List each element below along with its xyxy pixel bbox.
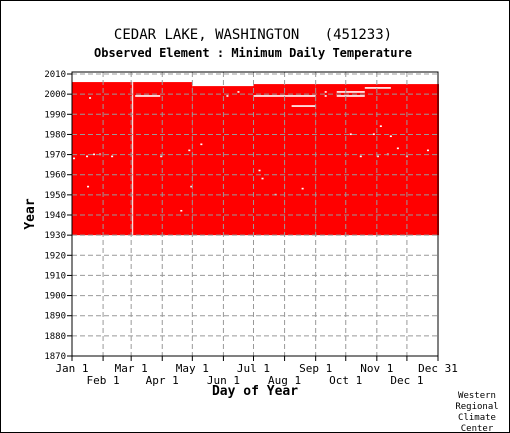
missing-segment <box>226 95 229 97</box>
missing-segment <box>376 155 379 158</box>
record-block <box>315 84 440 236</box>
y-tick-label: 2010 <box>44 70 66 80</box>
missing-segment <box>87 185 90 188</box>
x-tick-label: Mar 1 <box>115 362 148 375</box>
missing-segment <box>336 91 365 93</box>
y-tick-label: 1990 <box>44 110 66 120</box>
missing-segment <box>291 105 316 107</box>
missing-segment <box>396 147 399 150</box>
y-tick-label: 1970 <box>44 151 66 161</box>
y-tick-label: 1910 <box>44 271 66 281</box>
chart-subtitle: Observed Element : Minimum Daily Tempera… <box>94 46 412 60</box>
y-tick-label: 1920 <box>44 251 66 261</box>
missing-segment <box>188 149 191 152</box>
record-block <box>131 82 133 85</box>
missing-segment <box>89 97 92 99</box>
missing-segment <box>253 95 316 97</box>
x-tick-label: Nov 1 <box>360 362 393 375</box>
missing-segment <box>135 95 161 97</box>
y-axis: 2010 2000 1990 1980 1970 1960 1950 1940 1930 1920… <box>44 70 72 362</box>
missing-segment <box>389 135 392 138</box>
missing-segment <box>132 82 134 236</box>
x-tick-label: Sep 1 <box>299 362 332 375</box>
missing-segment <box>379 125 382 127</box>
record-block <box>284 84 316 236</box>
missing-segment <box>426 149 429 152</box>
record-block <box>253 84 285 236</box>
y-tick-label: 1870 <box>44 352 66 362</box>
x-tick-label: Aug 1 <box>268 374 301 387</box>
missing-segment <box>237 91 240 93</box>
x-tick-label: Feb 1 <box>87 374 120 387</box>
missing-segment <box>349 133 352 136</box>
record-block <box>131 82 193 236</box>
credit-line: Center <box>461 424 494 432</box>
missing-segment <box>301 187 304 190</box>
y-tick-label: 1890 <box>44 312 66 322</box>
missing-segment <box>160 155 163 158</box>
x-tick-label: Dec 1 <box>390 374 423 387</box>
missing-segment <box>86 155 89 158</box>
y-tick-label: 1980 <box>44 130 66 140</box>
x-tick-label: May 1 <box>176 362 209 375</box>
missing-segment <box>372 133 375 136</box>
y-tick-label: 1880 <box>44 332 66 342</box>
record-block <box>192 86 254 236</box>
data-layer <box>72 82 440 236</box>
record-block <box>72 82 132 236</box>
y-tick-label: 1900 <box>44 292 66 302</box>
y-axis-label: Year <box>23 198 38 229</box>
missing-segment <box>336 95 365 97</box>
chart-title: CEDAR LAKE, WASHINGTON (451233) <box>114 27 392 43</box>
y-tick-label: 1940 <box>44 211 66 221</box>
x-tick-label: Jun 1 <box>207 374 240 387</box>
grid-layer <box>72 72 438 356</box>
missing-segment <box>111 155 114 158</box>
y-tick-label: 1950 <box>44 191 66 201</box>
missing-segment <box>258 169 261 172</box>
x-tick-label: Jul 1 <box>237 362 270 375</box>
missing-segment <box>73 157 76 160</box>
missing-segment <box>324 95 327 97</box>
missing-segment <box>200 143 203 146</box>
x-tick-label: Oct 1 <box>329 374 362 387</box>
missing-segment <box>190 185 193 188</box>
missing-segment <box>261 177 264 180</box>
credit-line: Climate <box>458 413 496 423</box>
missing-segment <box>364 87 391 89</box>
missing-segment <box>180 209 183 212</box>
y-tick-label: 1930 <box>44 231 66 241</box>
missing-segment <box>359 155 362 158</box>
credit-line: Regional <box>455 402 498 412</box>
y-tick-label: 2000 <box>44 90 66 100</box>
x-tick-label: Apr 1 <box>146 374 179 387</box>
x-axis: Jan 1 Mar 1 May 1 Jul 1 Sep 1 Nov 1 Dec 31 Feb … <box>55 356 458 387</box>
missing-segment <box>324 91 327 93</box>
credit-text: Western Regional Climate Center <box>455 391 498 432</box>
credit-line: Western <box>458 391 496 401</box>
x-tick-label: Dec 31 <box>418 362 458 375</box>
x-axis-label: Day of Year <box>212 384 298 399</box>
x-tick-label: Jan 1 <box>55 362 88 375</box>
plot-border <box>71 71 439 357</box>
missing-segment <box>93 153 96 156</box>
y-tick-label: 1960 <box>44 171 66 181</box>
